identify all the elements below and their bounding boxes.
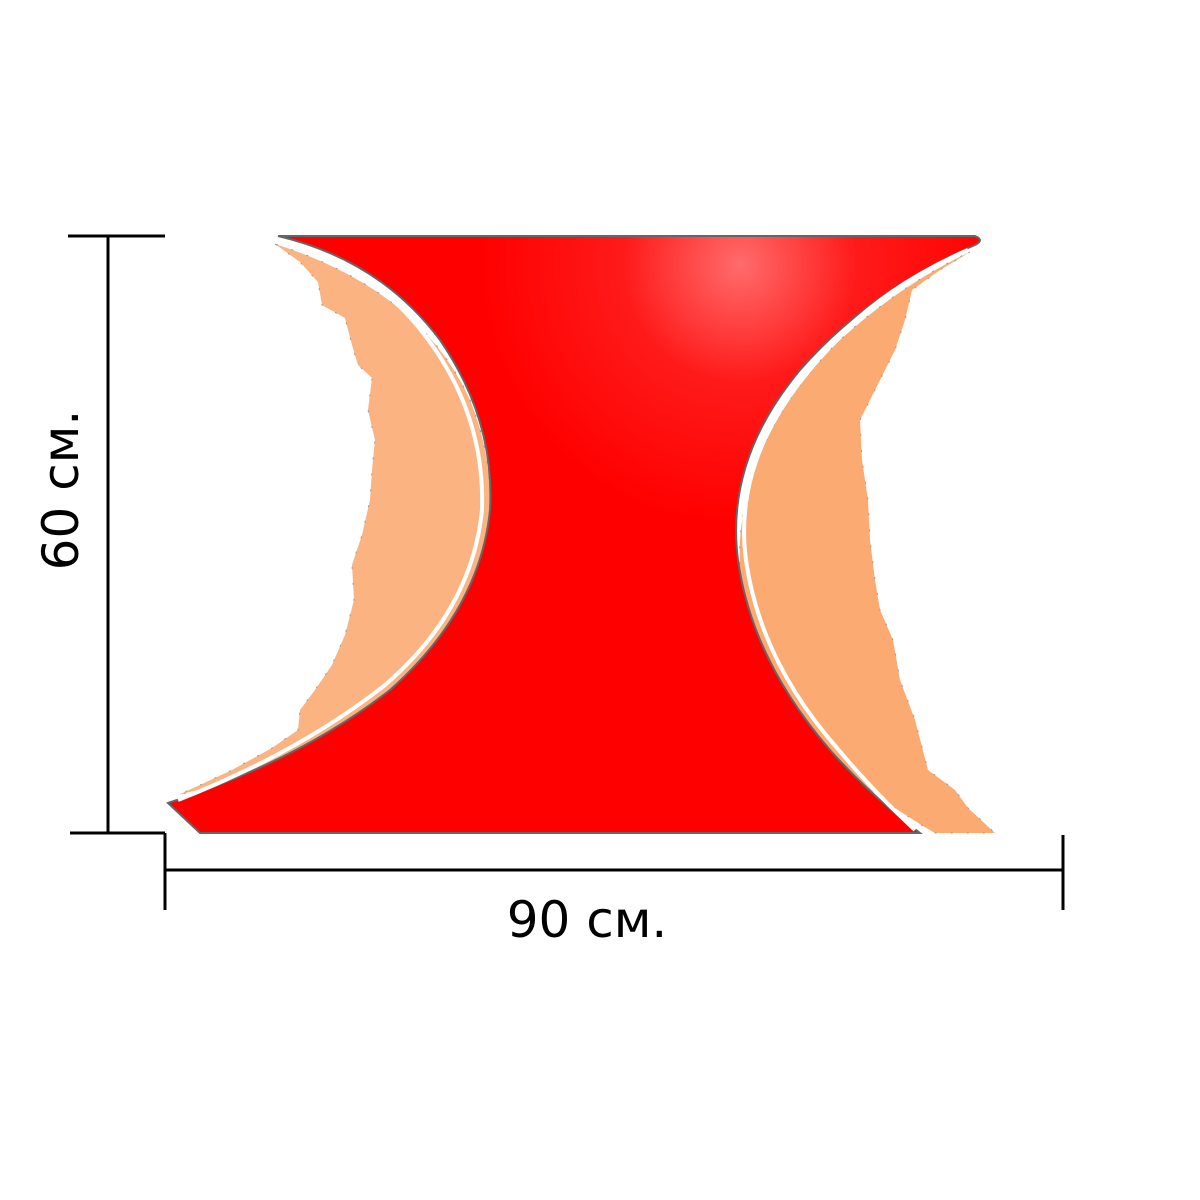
right-torn-piece (739, 251, 997, 834)
height-label: 60 см. (32, 410, 90, 571)
right-edge-highlight (742, 248, 969, 832)
left-edge-highlight (177, 242, 485, 802)
dimension-lines (68, 234, 1065, 910)
width-label: 90 см. (507, 891, 668, 949)
